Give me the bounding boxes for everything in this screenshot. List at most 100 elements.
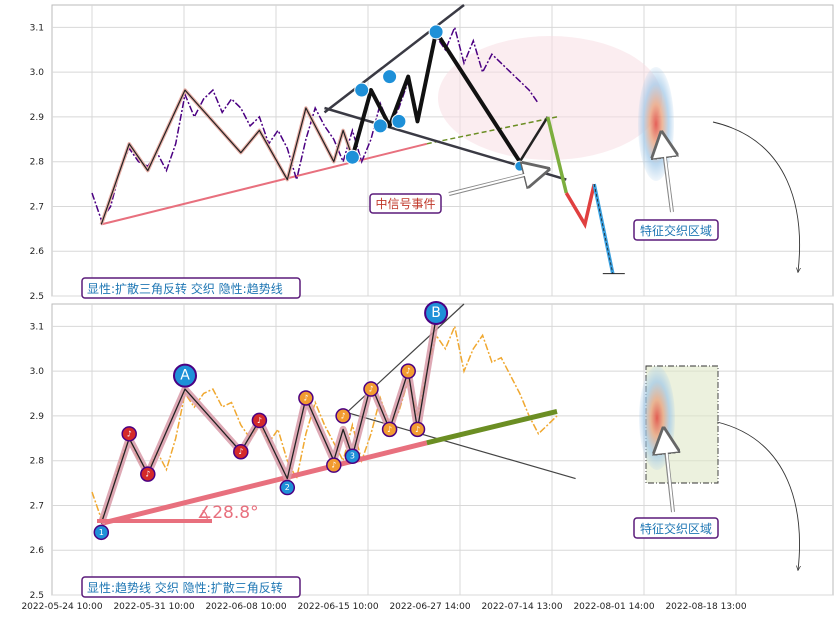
bottom-panel: 2.5 2.6 2.7 2.8 2.9 3.0 3.1 ∡28.8° 1 ♪ ♪ ♪ ♪ 2 ♪ ♪ ♪ 3 ♪… bbox=[30, 300, 834, 601]
bottom-ytick-label-0: 2.5 bbox=[30, 591, 44, 601]
bottom-marker-11 bbox=[381, 421, 398, 438]
bottom-marker-8 bbox=[335, 408, 351, 424]
top-projection bbox=[518, 116, 625, 275]
bottom-marker-label-10: ♪ bbox=[368, 385, 373, 394]
bottom-marker-0 bbox=[93, 524, 110, 541]
top-zone-glow bbox=[638, 67, 674, 181]
bottom-marker-5 bbox=[279, 479, 296, 496]
top-proj-seg-1 bbox=[518, 116, 549, 163]
top-signal-label: 中信号事件 bbox=[369, 193, 442, 214]
top-signal-label-text: 中信号事件 bbox=[375, 196, 435, 211]
bottom-trendline-extension bbox=[426, 408, 558, 446]
bottom-projection-arc bbox=[716, 421, 800, 570]
bottom-marker-label-7: ♪ bbox=[331, 461, 336, 470]
bottom-marker-label-4: ♪ bbox=[257, 416, 262, 425]
x-tick-label-7: 2022-08-18 13:00 bbox=[665, 602, 746, 612]
bottom-marker-label-0: 1 bbox=[99, 528, 104, 537]
top-signal-points bbox=[344, 24, 526, 172]
top-ytick-label-3: 2.8 bbox=[30, 158, 45, 168]
top-signal-point-4 bbox=[391, 113, 407, 129]
bottom-ytick-label-6: 3.1 bbox=[30, 322, 44, 332]
bottom-ytick-label-1: 2.6 bbox=[30, 546, 45, 556]
bottom-marker-7 bbox=[326, 457, 342, 473]
bottom-legend: 显性:趋势线 交织 隐性:扩散三角反转 bbox=[81, 576, 301, 598]
bottom-wave-label-text-B: B bbox=[431, 305, 441, 321]
bottom-marker-6 bbox=[298, 390, 314, 406]
bottom-ytick-label-5: 3.0 bbox=[30, 367, 45, 377]
top-trendline bbox=[101, 116, 558, 226]
top-zone-arrow-inner bbox=[662, 140, 673, 213]
top-plot-frame bbox=[51, 4, 834, 297]
bottom-marker-label-5: 2 bbox=[285, 483, 290, 492]
bottom-ytick-label-4: 2.9 bbox=[30, 412, 45, 422]
bottom-triangle-upper bbox=[342, 303, 465, 417]
bottom-ytick-label-3: 2.8 bbox=[30, 457, 45, 467]
bottom-legend-text: 显性:趋势线 交织 隐性:扩散三角反转 bbox=[87, 580, 283, 595]
bottom-marker-13 bbox=[409, 421, 426, 438]
top-y-axis: 2.5 2.6 2.7 2.8 2.9 3.0 3.1 bbox=[30, 23, 45, 302]
top-zone-label-text: 特征交织区域 bbox=[640, 223, 712, 238]
x-tick-label-5: 2022-07-14 13:00 bbox=[481, 602, 562, 612]
top-signal-point-2 bbox=[372, 118, 388, 134]
top-zigzag-early bbox=[100, 89, 353, 225]
top-zone-label: 特征交织区域 bbox=[633, 219, 719, 241]
bottom-wave-markers: 1 ♪ ♪ ♪ ♪ 2 ♪ ♪ ♪ 3 ♪ ♪ ♪ ♪ A B bbox=[93, 300, 449, 541]
x-tick-label-6: 2022-08-01 14:00 bbox=[573, 602, 654, 612]
bottom-zone-label-text: 特征交织区域 bbox=[640, 521, 712, 536]
bottom-trendline bbox=[100, 408, 558, 526]
bottom-marker-label-3: ♪ bbox=[238, 447, 243, 456]
top-ytick-label-6: 3.1 bbox=[30, 23, 44, 33]
top-trendline-solid bbox=[101, 142, 428, 226]
bottom-marker-10 bbox=[363, 381, 379, 397]
bottom-wave-label-A bbox=[173, 363, 197, 388]
top-signal-point-6 bbox=[514, 160, 526, 172]
top-price-series bbox=[91, 25, 540, 222]
bottom-trendline-solid bbox=[100, 440, 428, 526]
bottom-wave-label-text-A: A bbox=[180, 368, 190, 384]
top-ytick-label-1: 2.6 bbox=[30, 247, 45, 257]
top-proj-seg-4-dash bbox=[593, 184, 614, 274]
top-ytick-label-0: 2.5 bbox=[30, 292, 44, 302]
top-projection-arc bbox=[712, 121, 800, 272]
top-ytick-label-2: 2.7 bbox=[30, 202, 44, 212]
top-signal-point-0 bbox=[344, 149, 360, 165]
bottom-wave-label-B bbox=[424, 300, 449, 325]
top-ytick-label-5: 3.0 bbox=[30, 68, 45, 78]
bottom-triangle-lower bbox=[342, 410, 576, 480]
x-tick-label-0: 2022-05-24 10:00 bbox=[21, 602, 102, 612]
top-signal-point-3 bbox=[382, 69, 398, 85]
top-signal-arrow-inner bbox=[448, 170, 541, 195]
top-proj-seg-2 bbox=[546, 116, 568, 194]
x-tick-label-1: 2022-05-31 10:00 bbox=[113, 602, 194, 612]
x-tick-label-2: 2022-06-08 10:00 bbox=[205, 602, 286, 612]
bottom-marker-2 bbox=[140, 466, 156, 482]
bottom-marker-label-1: ♪ bbox=[127, 429, 132, 438]
bottom-marker-12 bbox=[400, 363, 416, 379]
bottom-zigzag-line bbox=[100, 317, 437, 524]
top-ytick-label-4: 2.9 bbox=[30, 113, 45, 123]
bottom-marker-4 bbox=[251, 412, 268, 429]
top-proj-seg-3 bbox=[564, 183, 596, 230]
bottom-marker-1 bbox=[121, 426, 137, 442]
bottom-marker-label-13: ♪ bbox=[415, 425, 420, 434]
bottom-angle-label: ∡28.8° bbox=[197, 503, 259, 523]
x-axis: 2022-05-24 10:00 2022-05-31 10:00 2022-06-… bbox=[21, 602, 746, 612]
bottom-triangle-lines bbox=[342, 303, 576, 480]
top-panel: 2.5 2.6 2.7 2.8 2.9 3.0 3.1 中信号事件 特征交织区域 显性:扩散… bbox=[30, 4, 834, 302]
bottom-marker-label-6: ♪ bbox=[303, 394, 308, 403]
top-triangle-zone bbox=[438, 36, 662, 160]
bottom-marker-3 bbox=[233, 443, 249, 460]
top-signal-point-5 bbox=[428, 24, 444, 40]
bottom-marker-9 bbox=[344, 448, 361, 464]
x-tick-label-3: 2022-06-15 10:00 bbox=[297, 602, 378, 612]
x-tick-label-4: 2022-06-27 14:00 bbox=[389, 602, 470, 612]
top-signal-point-1 bbox=[354, 82, 370, 98]
bottom-zigzag bbox=[97, 316, 440, 525]
top-legend: 显性:扩散三角反转 交织 隐性:趋势线 bbox=[81, 277, 301, 299]
bottom-marker-label-8: ♪ bbox=[341, 411, 346, 420]
bottom-zone-glow bbox=[639, 366, 675, 470]
top-legend-text: 显性:扩散三角反转 交织 隐性:趋势线 bbox=[87, 281, 283, 296]
bottom-y-axis: 2.5 2.6 2.7 2.8 2.9 3.0 3.1 bbox=[30, 322, 45, 601]
top-price-line bbox=[91, 25, 540, 222]
